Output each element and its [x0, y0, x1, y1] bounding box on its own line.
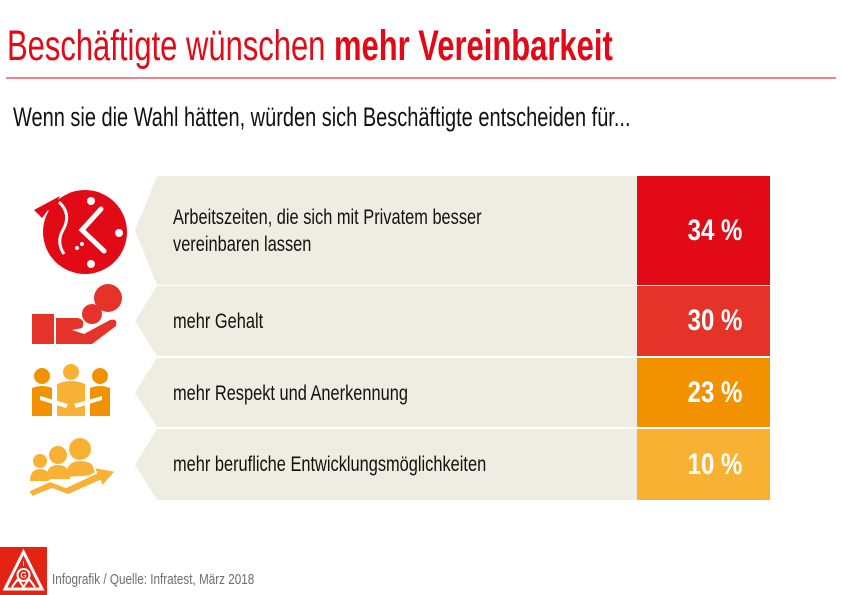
value-box: 30 %	[637, 286, 770, 356]
value-label: 34 %	[687, 213, 742, 247]
row-label: mehr Gehalt	[173, 310, 264, 333]
row-label: Arbeitszeiten, die sich mit Privatem bes…	[173, 206, 482, 256]
title-regular: Beschäftigte wünschen	[7, 22, 335, 70]
value-box: 23 %	[637, 358, 770, 427]
row-background	[135, 286, 638, 356]
row-background	[135, 429, 638, 500]
value-box: 10 %	[637, 429, 770, 500]
team-handshake-icon	[32, 364, 110, 416]
table-row: mehr Respekt und Anerkennung 23 %	[0, 358, 842, 427]
table-row: Arbeitszeiten, die sich mit Privatem bes…	[0, 176, 842, 285]
value-label: 23 %	[687, 375, 742, 409]
subtitle: Wenn sie die Wahl hätten, würden sich Be…	[13, 102, 631, 132]
value-box: 34 %	[637, 176, 770, 285]
value-label: 30 %	[687, 304, 742, 337]
value-label: 10 %	[687, 447, 742, 481]
row-background	[135, 176, 638, 285]
row-background	[135, 358, 638, 427]
people-growth-arrow-icon	[26, 438, 118, 499]
svg-text:I: I	[23, 561, 25, 568]
page-title: Beschäftigte wünschen mehr Vereinbarkeit	[7, 20, 842, 72]
hand-coins-icon	[32, 284, 122, 344]
svg-text:G: G	[20, 571, 26, 580]
title-bold: mehr Vereinbarkeit	[334, 22, 613, 70]
clock-arrow-icon	[34, 190, 127, 274]
title-divider	[6, 77, 836, 79]
row-label: mehr Respekt und Anerkennung	[173, 382, 408, 405]
source-note: Infografik / Quelle: Infratest, März 201…	[52, 571, 255, 588]
table-row: mehr Gehalt 30 %	[0, 284, 842, 356]
row-label: mehr berufliche Entwicklungsmöglichkeite…	[173, 453, 487, 476]
igm-logo: I G	[0, 547, 47, 595]
table-row: mehr berufliche Entwicklungsmöglichkeite…	[0, 429, 842, 500]
